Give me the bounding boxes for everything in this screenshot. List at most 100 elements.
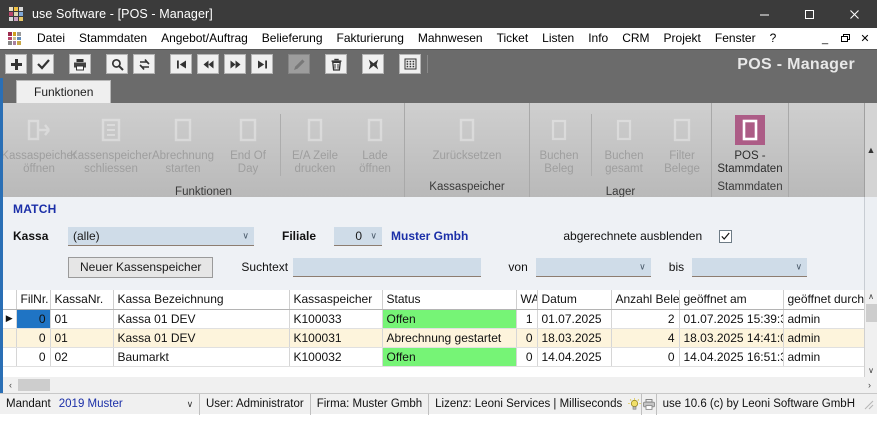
cell-kassa-bezeichnung[interactable]: Baumarkt <box>113 347 290 367</box>
grid-horizontal-scrollbar[interactable]: ‹ › <box>0 377 877 393</box>
window-maximize-button[interactable] <box>787 0 832 28</box>
cell-anzahl-belege[interactable]: 2 <box>611 309 680 329</box>
cell-filnr[interactable]: 0 <box>16 328 51 348</box>
menu-item-projekt[interactable]: Projekt <box>663 31 701 45</box>
cell-datum[interactable]: 18.03.2025 <box>537 328 612 348</box>
cancel-x-icon[interactable] <box>362 54 384 74</box>
column-header-status[interactable]: Status <box>382 290 517 310</box>
table-row[interactable]: 0 01 Kassa 01 DEV K100031 Abrechnung ges… <box>3 328 869 348</box>
window-close-button[interactable] <box>832 0 877 28</box>
column-header-kassaspeicher[interactable]: Kassaspeicher <box>289 290 383 310</box>
mdi-restore-button[interactable] <box>835 29 855 48</box>
cell-kassa-bezeichnung[interactable]: Kassa 01 DEV <box>113 328 290 348</box>
column-header-datum[interactable]: Datum <box>537 290 612 310</box>
window-minimize-button[interactable] <box>742 0 787 28</box>
cell-datum[interactable]: 01.07.2025 <box>537 309 612 329</box>
menu-item-fakturierung[interactable]: Fakturierung <box>336 31 404 45</box>
next-record-icon[interactable] <box>224 54 246 74</box>
cell-filnr[interactable]: 0 <box>16 347 51 367</box>
scroll-right-icon[interactable]: › <box>868 380 871 390</box>
column-header-geoeffnet-durch[interactable]: geöffnet durch <box>783 290 869 310</box>
table-row[interactable]: 0 02 Baumarkt K100032 Offen 0 14.04.2025… <box>3 347 869 367</box>
last-record-icon[interactable] <box>251 54 273 74</box>
cell-wa[interactable]: 0 <box>516 347 538 367</box>
cell-kassaspeicher[interactable]: K100032 <box>289 347 383 367</box>
column-header-filnr[interactable]: FilNr. <box>16 290 51 310</box>
plus-icon[interactable] <box>5 54 27 74</box>
scroll-up-icon[interactable]: ∧ <box>864 290 877 303</box>
kassa-select[interactable]: (alle) ∨ <box>68 226 254 246</box>
menu-item-info[interactable]: Info <box>588 31 609 45</box>
scrollbar-thumb[interactable] <box>865 304 877 322</box>
cell-wa[interactable]: 1 <box>516 309 538 329</box>
cell-kassa-bezeichnung[interactable]: Kassa 01 DEV <box>113 309 290 329</box>
cell-anzahl-belege[interactable]: 4 <box>611 328 680 348</box>
cell-geoeffnet-durch[interactable]: admin <box>783 347 869 367</box>
cell-geoeffnet-am[interactable]: 18.03.2025 14:41:00 <box>679 328 784 348</box>
menu-item-datei[interactable]: Datei <box>37 31 66 45</box>
print-icon[interactable] <box>69 54 91 74</box>
cell-geoeffnet-durch[interactable]: admin <box>783 328 869 348</box>
menu-item-help[interactable]: ? <box>769 31 777 45</box>
menu-item-angebot-auftrag[interactable]: Angebot/Auftrag <box>161 31 248 45</box>
resize-grip-icon[interactable] <box>861 397 875 411</box>
von-select[interactable]: ∨ <box>535 257 651 277</box>
first-record-icon[interactable] <box>170 54 192 74</box>
cell-status[interactable]: Offen <box>382 347 517 367</box>
menu-item-ticket[interactable]: Ticket <box>496 31 529 45</box>
ribbon-button-label: Zurücksetzen <box>432 150 502 162</box>
grid-vertical-scrollbar[interactable]: ∧ ∨ <box>864 290 877 377</box>
ribbon-button-pos-stammdaten[interactable]: POS - Stammdaten <box>712 110 788 181</box>
hide-settled-checkbox[interactable] <box>719 229 733 243</box>
cell-kassaspeicher[interactable]: K100033 <box>289 309 383 329</box>
tab-funktionen[interactable]: Funktionen <box>16 80 112 103</box>
mandant-select[interactable]: 2019 Muster ∨ <box>54 394 200 414</box>
cell-status[interactable]: Abrechnung gestartet <box>382 328 517 348</box>
table-row[interactable]: ▶ 0 01 Kassa 01 DEV K100033 Offen 1 01.0… <box>3 309 869 329</box>
bis-select[interactable]: ∨ <box>692 257 808 277</box>
refresh-icon[interactable] <box>133 54 155 74</box>
column-header-kassanr[interactable]: KassaNr. <box>50 290 114 310</box>
cell-kassaspeicher[interactable]: K100031 <box>289 328 383 348</box>
mdi-minimize-button[interactable]: _ <box>821 32 829 45</box>
previous-record-icon[interactable] <box>197 54 219 74</box>
cell-geoeffnet-durch[interactable]: admin <box>783 309 869 329</box>
scroll-left-icon[interactable]: ‹ <box>9 380 12 390</box>
scroll-down-icon[interactable]: ∨ <box>864 364 877 377</box>
cell-kassanr[interactable]: 01 <box>50 328 114 348</box>
ribbon-scroll-up-button[interactable]: ▲ <box>864 103 877 197</box>
cell-kassanr[interactable]: 02 <box>50 347 114 367</box>
menu-item-mahnwesen[interactable]: Mahnwesen <box>417 31 483 45</box>
column-header-anzahl-belege[interactable]: Anzahl Belege <box>611 290 680 310</box>
cell-anzahl-belege[interactable]: 0 <box>611 347 680 367</box>
cell-filnr[interactable]: 0 <box>16 309 51 329</box>
printer-status-icon[interactable] <box>642 398 656 411</box>
cell-geoeffnet-am[interactable]: 01.07.2025 15:39:37 <box>679 309 784 329</box>
mdi-close-button[interactable]: ✕ <box>860 33 870 45</box>
cell-kassanr[interactable]: 01 <box>50 309 114 329</box>
check-icon[interactable] <box>32 54 54 74</box>
grid-view-icon[interactable] <box>399 54 421 74</box>
cell-datum[interactable]: 14.04.2025 <box>537 347 612 367</box>
lightbulb-icon[interactable] <box>628 397 641 411</box>
menu-item-belieferung[interactable]: Belieferung <box>261 31 323 45</box>
mdi-child-controls: _ ✕ <box>815 28 875 49</box>
column-header-wa[interactable]: WA <box>516 290 538 310</box>
column-header-kassa-bezeichnung[interactable]: Kassa Bezeichnung <box>113 290 290 310</box>
neuer-kassenspeicher-button[interactable]: Neuer Kassenspeicher <box>68 256 214 278</box>
menu-item-stammdaten[interactable]: Stammdaten <box>79 31 148 45</box>
menu-item-crm[interactable]: CRM <box>622 31 650 45</box>
delete-trash-icon[interactable] <box>325 54 347 74</box>
hscrollbar-thumb[interactable] <box>18 379 50 391</box>
toolbar-separator <box>427 55 428 73</box>
cell-geoeffnet-am[interactable]: 14.04.2025 16:51:35 <box>679 347 784 367</box>
menu-item-listen[interactable]: Listen <box>542 31 575 45</box>
menu-item-fenster[interactable]: Fenster <box>714 31 756 45</box>
mandant-select-value: 2019 Muster <box>58 398 123 410</box>
search-icon[interactable] <box>106 54 128 74</box>
filiale-select[interactable]: 0 ∨ <box>334 226 382 246</box>
suchtext-input[interactable] <box>293 257 482 277</box>
column-header-geoeffnet-am[interactable]: geöffnet am <box>679 290 784 310</box>
cell-status[interactable]: Offen <box>382 309 517 329</box>
cell-wa[interactable]: 0 <box>516 328 538 348</box>
